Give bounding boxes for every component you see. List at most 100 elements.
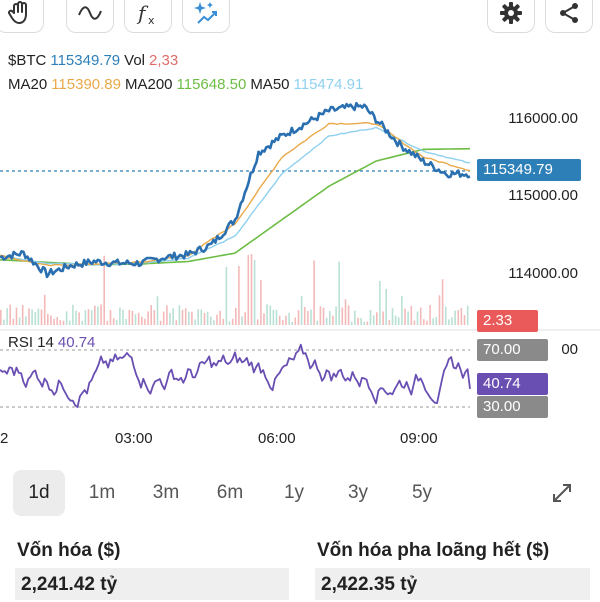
volume-bar: [303, 307, 306, 325]
volume-bar: [429, 305, 431, 325]
ma50-line: [0, 126, 471, 266]
volume-bar: [81, 320, 84, 325]
volume-bar: [253, 259, 256, 325]
range-1y-button[interactable]: 1y: [283, 482, 305, 503]
volume-bar: [28, 308, 30, 325]
volume-bar: [153, 310, 156, 325]
volume-bar: [191, 311, 193, 325]
volume-bar: [363, 321, 366, 325]
volume-bar: [175, 320, 178, 325]
volume-bar: [225, 267, 228, 325]
volume-bar: [18, 317, 21, 325]
volume-bar: [294, 317, 297, 325]
volume-bar: [247, 255, 250, 325]
volume-bar: [416, 311, 419, 325]
range-selector: 1d 1m 3m 6m 1y 3y 5y: [0, 470, 600, 516]
price-tick-115000: 115000.00: [508, 187, 578, 204]
volume-bar: [37, 308, 40, 325]
time-tick-0600: 06:00: [258, 430, 296, 447]
volume-bar: [200, 309, 203, 325]
volume-bar: [275, 309, 278, 325]
volume-bar: [372, 315, 375, 325]
volume-bar: [68, 320, 71, 325]
rsi-value-badge: 40.74: [477, 373, 548, 395]
share-icon[interactable]: [545, 0, 593, 33]
volume-bar: [43, 294, 46, 325]
market-cap-label: Vốn hóa ($): [17, 540, 121, 561]
volume-bar: [466, 305, 469, 325]
range-3y-button[interactable]: 3y: [347, 482, 369, 503]
volume-bar: [454, 310, 456, 325]
volume-bar: [128, 310, 131, 325]
rsi-line: [0, 343, 471, 409]
range-6m-button[interactable]: 6m: [216, 482, 244, 503]
volume-bar: [203, 312, 206, 325]
svg-text:x: x: [148, 14, 155, 26]
symbol-label: $BTC: [8, 52, 47, 69]
wave-curve-icon[interactable]: [66, 0, 114, 33]
range-5y-button[interactable]: 5y: [411, 482, 433, 503]
volume-bar: [159, 320, 162, 325]
vol-value: 2,33: [149, 52, 179, 69]
volume-bar: [451, 317, 453, 325]
volume-bar: [122, 309, 124, 325]
expand-icon[interactable]: [545, 470, 579, 516]
range-3m-button[interactable]: 3m: [152, 482, 180, 503]
volume-bar: [332, 315, 334, 325]
range-1d-button[interactable]: 1d: [13, 470, 65, 516]
volume-bar: [222, 318, 225, 325]
volume-bar: [354, 310, 356, 325]
volume-bar: [87, 309, 90, 325]
volume-bar: [137, 312, 140, 325]
volume-bar: [413, 320, 416, 325]
volume-bar: [147, 311, 149, 325]
volume-bar: [184, 308, 187, 325]
volume-bar: [56, 317, 58, 325]
volume-bar: [178, 305, 181, 325]
price-line: [0, 101, 471, 279]
volume-bar: [97, 306, 99, 325]
volume-bar: [75, 310, 77, 325]
volume-bar: [181, 309, 184, 325]
volume-bar: [119, 307, 121, 325]
volume-bar: [426, 320, 428, 325]
hand-pointer-icon[interactable]: [0, 0, 44, 33]
volume-bar: [316, 320, 319, 325]
volume-bar: [3, 319, 5, 325]
price-value: 115349.79: [50, 52, 121, 69]
volume-bar: [419, 307, 422, 325]
volume-bar: [366, 321, 369, 325]
volume-bar: [401, 295, 403, 325]
sparkle-trend-icon[interactable]: [182, 0, 230, 33]
gear-icon[interactable]: [487, 0, 535, 33]
ma-legend: MA20 115390.89 MA200 115648.50 MA50 115474.91: [8, 76, 367, 93]
volume-bar: [382, 311, 384, 325]
volume-bar: [313, 260, 315, 325]
volume-bar: [438, 295, 441, 325]
volume-bar: [25, 316, 27, 325]
volume-bar: [297, 310, 300, 325]
volume-bar: [410, 306, 413, 325]
volume-bar: [34, 311, 37, 325]
volume-bar: [213, 320, 215, 325]
volume-bar: [357, 317, 359, 325]
ma200-value: 115648.50: [176, 76, 247, 93]
volume-bar: [150, 305, 152, 325]
range-1m-button[interactable]: 1m: [88, 482, 116, 503]
volume-bar: [231, 318, 234, 325]
volume-bar: [15, 307, 18, 325]
volume-bar: [103, 255, 105, 325]
volume-bar: [235, 307, 237, 325]
current-price-badge: 115349.79: [477, 159, 581, 181]
volume-bar: [319, 306, 322, 325]
volume-bar: [125, 319, 127, 325]
volume-bar: [241, 316, 243, 325]
volume-bar: [435, 317, 438, 325]
volume-bar: [78, 312, 80, 325]
volume-bar: [194, 319, 196, 325]
volume-bar: [244, 312, 246, 325]
volume-bar: [172, 308, 174, 325]
volume-bar: [112, 318, 115, 325]
